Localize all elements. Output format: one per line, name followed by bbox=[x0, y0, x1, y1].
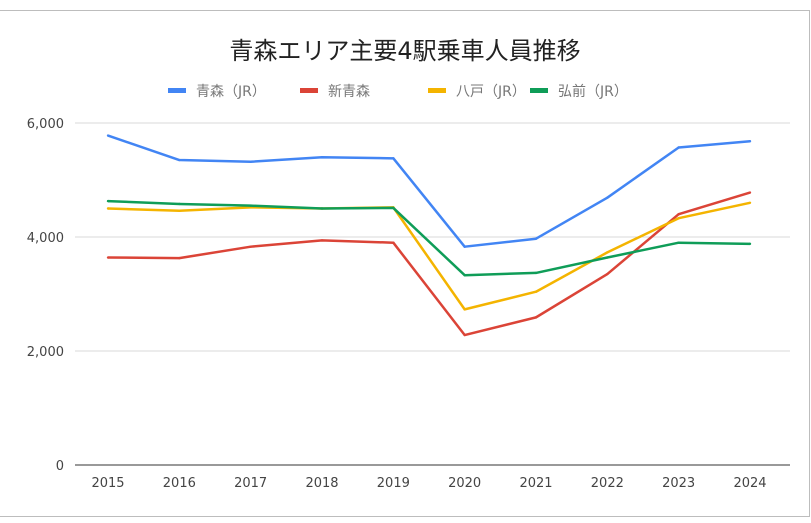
data-point bbox=[534, 316, 538, 319]
legend-label: 新青森 bbox=[328, 84, 370, 100]
data-point bbox=[249, 245, 252, 248]
x-tick-label: 2019 bbox=[377, 476, 410, 491]
data-point bbox=[320, 207, 324, 210]
data-point bbox=[320, 156, 324, 159]
data-point bbox=[392, 157, 395, 160]
series-line bbox=[107, 191, 751, 337]
gridlines bbox=[75, 122, 790, 466]
data-point bbox=[748, 201, 752, 204]
x-tick-label: 2021 bbox=[519, 476, 552, 491]
data-point bbox=[178, 202, 181, 206]
data-point bbox=[178, 158, 181, 162]
data-point bbox=[534, 237, 538, 240]
legend-swatch bbox=[168, 88, 186, 93]
data-point bbox=[606, 256, 609, 259]
chart-title: 青森エリア主要4駅乗車人員推移 bbox=[229, 37, 580, 65]
data-point bbox=[748, 242, 752, 246]
data-point bbox=[320, 239, 324, 242]
series-2 bbox=[106, 201, 752, 311]
data-point bbox=[178, 209, 181, 212]
legend-swatch bbox=[428, 88, 446, 93]
data-point bbox=[249, 204, 252, 207]
legend: 青森（JR） 新青森 八戸（JR） 弘前（JR） bbox=[168, 83, 628, 100]
data-point bbox=[463, 308, 466, 311]
series-line bbox=[107, 199, 751, 277]
y-tick-label: 2,000 bbox=[27, 345, 64, 360]
data-point bbox=[106, 207, 110, 210]
data-point bbox=[392, 241, 395, 244]
y-tick-label: 6,000 bbox=[27, 117, 64, 132]
legend-label: 八戸（JR） bbox=[456, 84, 526, 100]
data-point bbox=[463, 245, 466, 248]
chart-container: 青森エリア主要4駅乗車人員推移 青森（JR） 新青森 八戸（JR） 弘前（JR） 0 2… bbox=[0, 10, 810, 517]
series-1 bbox=[106, 191, 752, 337]
data-point bbox=[606, 251, 609, 254]
x-axis-ticks: 2015 2016 2017 2018 2019 2020 2021 2022 2023 2024 bbox=[91, 476, 766, 491]
x-tick-label: 2022 bbox=[591, 476, 624, 491]
series-line bbox=[107, 134, 751, 248]
data-point bbox=[249, 160, 252, 163]
line-chart: 青森エリア主要4駅乗車人員推移 青森（JR） 新青森 八戸（JR） 弘前（JR） 0 2… bbox=[27, 37, 790, 491]
legend-label: 弘前（JR） bbox=[558, 83, 628, 100]
data-point bbox=[106, 199, 110, 203]
series-line bbox=[107, 201, 751, 311]
data-point bbox=[178, 256, 181, 260]
data-point bbox=[463, 333, 466, 337]
data-point bbox=[677, 241, 680, 244]
x-tick-label: 2017 bbox=[234, 476, 267, 491]
x-tick-label: 2015 bbox=[91, 476, 124, 491]
y-axis-ticks: 0 2,000 4,000 6,000 bbox=[27, 117, 64, 474]
data-point bbox=[606, 272, 609, 276]
series-3 bbox=[106, 199, 752, 277]
series-0 bbox=[106, 134, 752, 248]
data-point bbox=[748, 140, 752, 143]
x-tick-label: 2023 bbox=[662, 476, 695, 491]
y-tick-label: 0 bbox=[56, 459, 64, 474]
y-tick-label: 4,000 bbox=[27, 231, 64, 246]
series-lines bbox=[106, 134, 752, 337]
legend-label: 青森（JR） bbox=[196, 84, 266, 100]
data-point bbox=[463, 273, 466, 277]
x-tick-label: 2024 bbox=[733, 476, 766, 491]
legend-swatch bbox=[530, 88, 548, 93]
data-point bbox=[534, 290, 538, 293]
data-point bbox=[392, 206, 395, 210]
data-point bbox=[534, 271, 538, 275]
x-tick-label: 2018 bbox=[305, 476, 338, 491]
data-point bbox=[677, 146, 680, 149]
data-point bbox=[606, 196, 609, 199]
data-point bbox=[106, 256, 110, 259]
x-tick-label: 2016 bbox=[163, 476, 196, 491]
data-point bbox=[677, 213, 680, 216]
legend-swatch bbox=[300, 88, 318, 93]
x-tick-label: 2020 bbox=[448, 476, 481, 491]
data-point bbox=[677, 216, 680, 220]
data-point bbox=[106, 134, 110, 137]
data-point bbox=[748, 191, 752, 194]
